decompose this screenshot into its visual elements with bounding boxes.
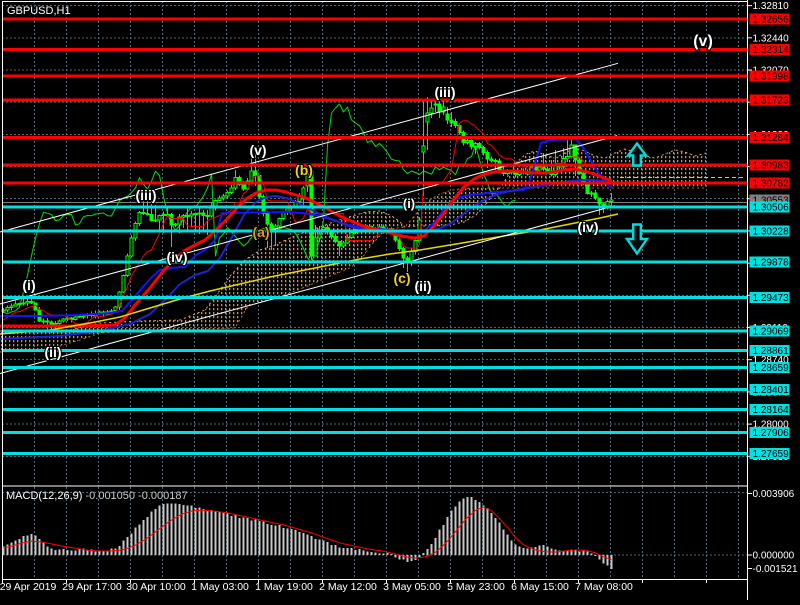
svg-text:1.30983: 1.30983 xyxy=(753,161,790,172)
svg-text:1.28000: 1.28000 xyxy=(753,420,790,431)
svg-text:1.30506: 1.30506 xyxy=(753,203,790,214)
svg-text:-0.001521: -0.001521 xyxy=(753,564,798,575)
svg-text:1.30553: 1.30553 xyxy=(753,196,790,207)
svg-text:1 May 03:00: 1 May 03:00 xyxy=(191,581,249,593)
svg-text:1.28401: 1.28401 xyxy=(753,385,790,396)
svg-text:30 Apr 10:00: 30 Apr 10:00 xyxy=(126,581,186,593)
svg-text:1.28861: 1.28861 xyxy=(753,346,790,357)
svg-text:6 May 15:00: 6 May 15:00 xyxy=(511,581,569,593)
svg-text:29 Apr 17:00: 29 Apr 17:00 xyxy=(62,581,122,593)
svg-text:1.30228: 1.30228 xyxy=(753,227,790,238)
svg-text:1.28164: 1.28164 xyxy=(753,405,790,416)
svg-text:1.31284: 1.31284 xyxy=(753,133,790,144)
svg-text:2 May 12:00: 2 May 12:00 xyxy=(319,581,377,593)
svg-text:1.31723: 1.31723 xyxy=(753,96,790,107)
svg-text:(i): (i) xyxy=(403,196,415,211)
svg-text:(c): (c) xyxy=(393,270,410,286)
svg-text:1.27659: 1.27659 xyxy=(753,449,790,460)
svg-text:0.000000: 0.000000 xyxy=(753,551,795,562)
svg-text:(v): (v) xyxy=(693,33,713,50)
svg-text:1.31998: 1.31998 xyxy=(753,72,790,83)
svg-text:1.30782: 1.30782 xyxy=(753,179,790,190)
svg-text:(ii): (ii) xyxy=(44,344,61,360)
svg-text:7 May 08:00: 7 May 08:00 xyxy=(575,581,633,593)
svg-text:1.32810: 1.32810 xyxy=(753,1,790,12)
svg-text:1.28659: 1.28659 xyxy=(753,363,790,374)
svg-text:1.32440: 1.32440 xyxy=(753,33,790,44)
svg-text:3 May 05:00: 3 May 05:00 xyxy=(383,581,441,593)
svg-text:(b): (b) xyxy=(295,162,313,178)
svg-text:GBPUSD,H1: GBPUSD,H1 xyxy=(7,5,71,17)
svg-text:0.003906: 0.003906 xyxy=(753,489,795,500)
svg-text:(iv): (iv) xyxy=(578,219,599,235)
svg-text:1.28740: 1.28740 xyxy=(753,355,790,366)
svg-text:(iii): (iii) xyxy=(136,187,157,203)
svg-text:1 May 19:00: 1 May 19:00 xyxy=(255,581,313,593)
svg-text:MACD(12,26,9) -0.001050 -0.000: MACD(12,26,9) -0.001050 -0.000187 xyxy=(6,490,188,502)
svg-text:(ii): (ii) xyxy=(414,278,431,294)
svg-text:1.29069: 1.29069 xyxy=(753,327,790,338)
svg-text:1.29473: 1.29473 xyxy=(753,293,790,304)
svg-text:(iv): (iv) xyxy=(167,249,188,265)
svg-text:(a): (a) xyxy=(252,224,269,240)
svg-text:1.29878: 1.29878 xyxy=(753,258,790,269)
svg-text:1.32314: 1.32314 xyxy=(753,45,790,56)
svg-text:5 May 23:00: 5 May 23:00 xyxy=(447,581,505,593)
svg-text:(v): (v) xyxy=(249,142,266,158)
svg-text:1.32656: 1.32656 xyxy=(753,15,790,26)
svg-text:(iii): (iii) xyxy=(435,84,456,100)
svg-text:(i): (i) xyxy=(22,277,35,293)
svg-text:29 Apr 2019: 29 Apr 2019 xyxy=(0,581,56,593)
svg-text:1.27906: 1.27906 xyxy=(753,428,790,439)
